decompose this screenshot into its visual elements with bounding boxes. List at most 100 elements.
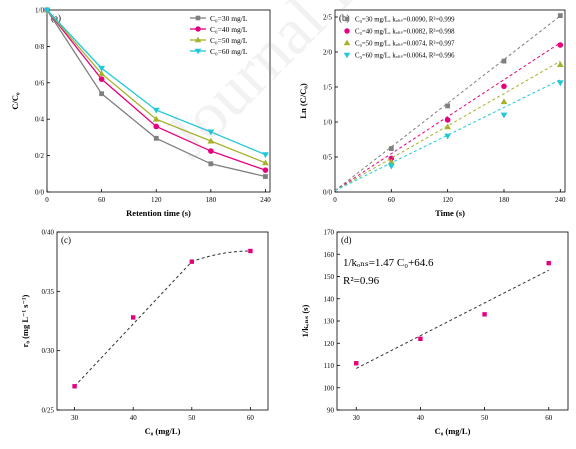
fit-r-squared: R²=0.96	[343, 275, 380, 287]
x-tick-label: 0	[333, 196, 337, 204]
data-point	[72, 384, 77, 389]
panel-label: (a)	[51, 13, 61, 23]
fit-line	[334, 42, 561, 192]
y-axis-label: 1/kₒₙₛ (s)	[300, 305, 310, 338]
x-tick-label: 50	[188, 414, 196, 422]
data-point	[500, 98, 508, 105]
data-point	[98, 76, 105, 82]
fit-line	[334, 60, 561, 192]
data-point	[387, 158, 395, 165]
legend-label: C₀=60 mg/L, kₒₙₛ=0.0064, R²=0.996	[355, 53, 455, 60]
y-tick-label: 0/2	[35, 152, 44, 160]
x-tick-label: 240	[555, 196, 566, 204]
data-point	[501, 58, 507, 64]
x-tick-label: 60	[388, 196, 396, 204]
x-tick-label: 180	[499, 196, 510, 204]
data-point	[262, 159, 269, 166]
data-point	[556, 61, 564, 67]
legend-label: C₀=50 mg/L, kₒₙₛ=0.0074, R²=0.997	[355, 41, 455, 48]
y-tick-label: 0/4	[35, 116, 44, 124]
plot-frame	[56, 231, 269, 411]
y-tick-label: 1/0	[35, 7, 44, 15]
x-tick-label: 120	[151, 196, 162, 204]
y-tick-label: 0/8	[35, 43, 44, 51]
panel-label: (d)	[341, 235, 352, 245]
x-tick-label: 50	[481, 414, 489, 422]
data-point	[418, 336, 423, 341]
y-tick-label: 110	[324, 362, 335, 370]
data-point	[207, 129, 215, 136]
data-point	[557, 42, 564, 48]
legend-label: C₀=60 mg/L	[210, 47, 248, 56]
y-tick-label: 1/0	[323, 119, 332, 127]
y-tick-label: 0/6	[35, 79, 44, 87]
x-axis-label: Retention time (s)	[126, 208, 191, 218]
legend-marker	[194, 48, 202, 55]
data-point	[98, 65, 106, 72]
data-point	[354, 361, 359, 366]
y-tick-label: 2/0	[323, 49, 332, 57]
x-axis-label: C₀ (mg/L)	[145, 426, 181, 436]
y-tick-label: 0/25	[42, 407, 55, 415]
x-tick-label: 40	[130, 414, 138, 422]
legend-marker	[344, 16, 350, 22]
y-tick-label: 120	[324, 340, 335, 348]
data-point	[208, 148, 214, 154]
y-tick-label: 0/0	[35, 189, 44, 197]
data-point	[444, 123, 452, 130]
x-tick-label: 0	[45, 196, 49, 204]
x-tick-label: 60	[247, 414, 255, 422]
data-point	[263, 174, 268, 179]
series-line	[46, 9, 266, 178]
data-point	[262, 152, 269, 159]
data-point	[152, 107, 160, 114]
legend-label: C₀=30 mg/L, kₒₙₛ=0.0090, R²=0.999	[355, 17, 455, 24]
y-tick-label: 0/5	[323, 154, 332, 162]
y-tick-label: 140	[324, 295, 335, 303]
panel-d: (d) 30 40 50 60 90 100 110 120 130 140 150 160 170 C₀ …	[300, 229, 569, 436]
y-axis-label: Ln (C/C₀)	[298, 83, 308, 119]
plot-frame	[46, 9, 271, 193]
y-tick-label: 150	[324, 273, 335, 281]
legend-marker	[195, 26, 201, 32]
y-tick-label: 130	[324, 318, 335, 326]
plot-frame	[334, 9, 566, 193]
legend-marker	[343, 39, 351, 46]
x-tick-label: 30	[353, 414, 361, 422]
y-tick-label: 0/35	[42, 288, 55, 296]
x-tick-label: 180	[206, 196, 217, 204]
y-axis-label: C/C₀	[10, 92, 20, 110]
fit-line	[356, 269, 549, 369]
x-tick-label: 60	[545, 414, 553, 422]
fit-line	[334, 15, 561, 191]
data-point	[98, 70, 106, 77]
legend-label: C₀=40 mg/L, kₒₙₛ=0.0082, R²=0.998	[355, 29, 455, 36]
panel-b: (b) 0 60 120 180 240 0/0 0/5 1/0 1/5 2/0 2/5 Time (s…	[298, 9, 566, 218]
data-point	[207, 137, 215, 144]
data-point	[445, 103, 451, 109]
panel-label: (b)	[339, 13, 350, 23]
data-point	[444, 117, 451, 123]
y-tick-label: 160	[324, 251, 335, 259]
data-point	[130, 315, 136, 320]
data-point	[99, 91, 105, 97]
x-tick-label: 40	[417, 414, 425, 422]
data-point	[482, 312, 487, 317]
data-point	[500, 112, 508, 119]
y-axis-label: r₀ (mg L⁻¹ s⁻¹)	[20, 294, 30, 347]
legend-marker	[344, 28, 350, 34]
x-tick-label: 30	[71, 414, 79, 422]
data-point	[153, 135, 159, 141]
legend-marker	[343, 52, 351, 59]
legend-marker	[195, 15, 201, 21]
data-point	[153, 123, 160, 130]
x-tick-label: 60	[98, 196, 106, 204]
data-point	[501, 83, 507, 90]
data-point	[262, 167, 269, 173]
fit-curve	[74, 250, 251, 387]
y-tick-label: 1/5	[323, 84, 332, 92]
data-point	[208, 161, 214, 167]
panel-a: (a) 0 60 120 180 240 0/0 0/2 0/4 0/6 0/8 1/0 Retenti…	[10, 7, 271, 219]
x-tick-label: 240	[260, 196, 271, 204]
x-axis-label: C₀ (mg/L)	[435, 426, 471, 436]
